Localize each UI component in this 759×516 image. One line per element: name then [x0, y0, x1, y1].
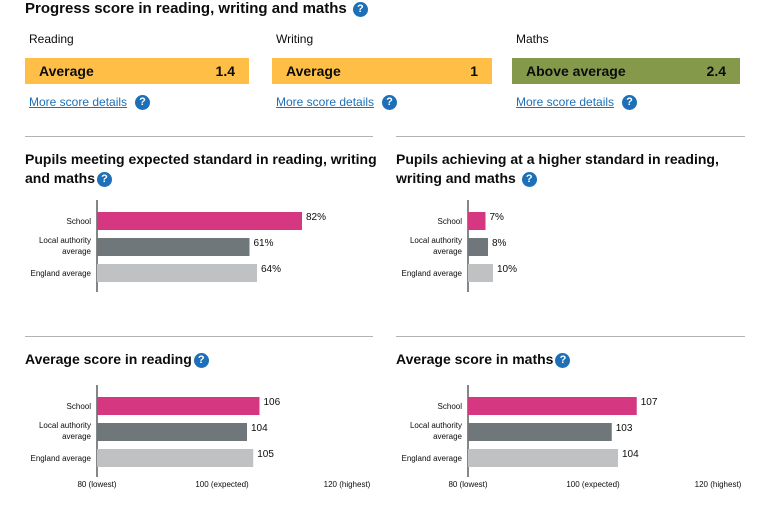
- bar-england: [468, 449, 618, 467]
- expected-standard-title: Pupils meeting expected standard in read…: [25, 150, 377, 188]
- help-icon[interactable]: ?: [193, 353, 209, 368]
- bar-england: [97, 264, 257, 282]
- category-label-school: School: [67, 402, 92, 411]
- category-label-england: England average: [31, 454, 92, 463]
- bar-local-authority: [468, 238, 488, 256]
- bar-england: [97, 449, 254, 467]
- category-label-local-authority: Local authority average: [39, 421, 92, 441]
- value-label-local-authority: 103: [616, 423, 633, 434]
- bar-school: [97, 212, 302, 230]
- help-icon[interactable]: ?: [555, 353, 571, 368]
- writing-score: 1: [470, 63, 478, 79]
- maths-score-bar: Above average 2.4: [512, 58, 740, 84]
- writing-band: Average: [286, 63, 341, 79]
- value-label-school: 7%: [490, 212, 505, 223]
- maths-label: Maths: [516, 32, 549, 46]
- reading-score-bar: Average 1.4: [25, 58, 249, 84]
- bar-school: [97, 397, 260, 415]
- reading-label: Reading: [29, 32, 74, 46]
- writing-score-column: Writing Average 1 More score details?: [272, 32, 492, 110]
- tick-label: 120 (highest): [695, 480, 742, 489]
- maths-average-title: Average score in maths?: [396, 350, 571, 369]
- reading-band: Average: [39, 63, 94, 79]
- title-line-1: Pupils achieving at a higher standard in…: [396, 151, 719, 167]
- help-icon[interactable]: ?: [521, 172, 537, 187]
- value-label-england: 64%: [261, 264, 281, 275]
- higher-standard-chart: School 7% Local authority average 8% England …: [402, 200, 517, 292]
- page-title-text: Progress score in reading, writing and m…: [25, 0, 347, 17]
- help-icon[interactable]: ?: [382, 95, 398, 110]
- tick-label: 100 (expected): [195, 480, 249, 489]
- value-label-england: 105: [257, 449, 274, 460]
- title-line-1: Pupils meeting expected standard in read…: [25, 151, 377, 167]
- category-label-local-authority: Local authority average: [410, 421, 463, 441]
- category-label-school: School: [67, 217, 92, 226]
- divider: [25, 336, 373, 337]
- divider: [396, 136, 745, 137]
- help-icon[interactable]: ?: [97, 172, 113, 187]
- bar-local-authority: [97, 423, 247, 441]
- title-text: Average score in maths: [396, 351, 554, 367]
- tick-label: 100 (expected): [566, 480, 620, 489]
- value-label-england: 10%: [497, 264, 517, 275]
- help-icon[interactable]: ?: [352, 2, 368, 17]
- divider: [25, 136, 373, 137]
- category-label-england: England average: [402, 454, 463, 463]
- maths-more-details-link[interactable]: More score details: [516, 95, 615, 109]
- writing-more-details[interactable]: More score details?: [272, 95, 492, 110]
- title-line-2: writing and maths: [396, 170, 516, 186]
- tick-label: 80 (lowest): [448, 480, 487, 489]
- help-icon[interactable]: ?: [135, 95, 151, 110]
- maths-band: Above average: [526, 63, 626, 79]
- category-label-england: England average: [402, 269, 463, 278]
- reading-average-title: Average score in reading?: [25, 350, 209, 369]
- bar-school: [468, 397, 637, 415]
- title-text: Average score in reading: [25, 351, 192, 367]
- value-label-school: 107: [641, 397, 658, 408]
- higher-standard-title: Pupils achieving at a higher standard in…: [396, 150, 719, 188]
- tick-label: 120 (highest): [324, 480, 371, 489]
- reading-score-chart: School 106 Local authority average 104 Englan…: [31, 385, 371, 489]
- help-icon[interactable]: ?: [622, 95, 638, 110]
- expected-standard-chart: School 82% Local authority average 61% Englan…: [31, 200, 326, 292]
- category-label-school: School: [438, 217, 463, 226]
- bar-local-authority: [468, 423, 612, 441]
- value-label-england: 104: [622, 449, 639, 460]
- writing-score-bar: Average 1: [272, 58, 492, 84]
- value-label-local-authority: 104: [251, 423, 268, 434]
- category-label-local-authority: Local authority average: [410, 236, 463, 256]
- reading-score: 1.4: [215, 63, 235, 79]
- bar-local-authority: [97, 238, 250, 256]
- writing-more-details-link[interactable]: More score details: [276, 95, 375, 109]
- reading-score-column: Reading Average 1.4 More score details?: [25, 32, 249, 110]
- value-label-local-authority: 61%: [254, 238, 274, 249]
- category-label-school: School: [438, 402, 463, 411]
- writing-label: Writing: [276, 32, 314, 46]
- value-label-school: 106: [264, 397, 281, 408]
- category-label-england: England average: [31, 269, 92, 278]
- bar-england: [468, 264, 493, 282]
- tick-label: 80 (lowest): [77, 480, 116, 489]
- category-label-local-authority: Local authority average: [39, 236, 92, 256]
- page-title: Progress score in reading, writing and m…: [25, 0, 368, 17]
- divider: [396, 336, 745, 337]
- reading-more-details[interactable]: More score details?: [25, 95, 249, 110]
- value-label-local-authority: 8%: [492, 238, 507, 249]
- maths-score-column: Maths Above average 2.4 More score detai…: [512, 32, 740, 110]
- maths-score: 2.4: [706, 63, 726, 79]
- value-label-school: 82%: [306, 212, 326, 223]
- maths-more-details[interactable]: More score details?: [512, 95, 740, 110]
- title-line-2: and maths: [25, 170, 96, 186]
- reading-more-details-link[interactable]: More score details: [29, 95, 128, 109]
- bar-school: [468, 212, 486, 230]
- maths-score-chart: School 107 Local authority average 103 Englan…: [402, 385, 742, 489]
